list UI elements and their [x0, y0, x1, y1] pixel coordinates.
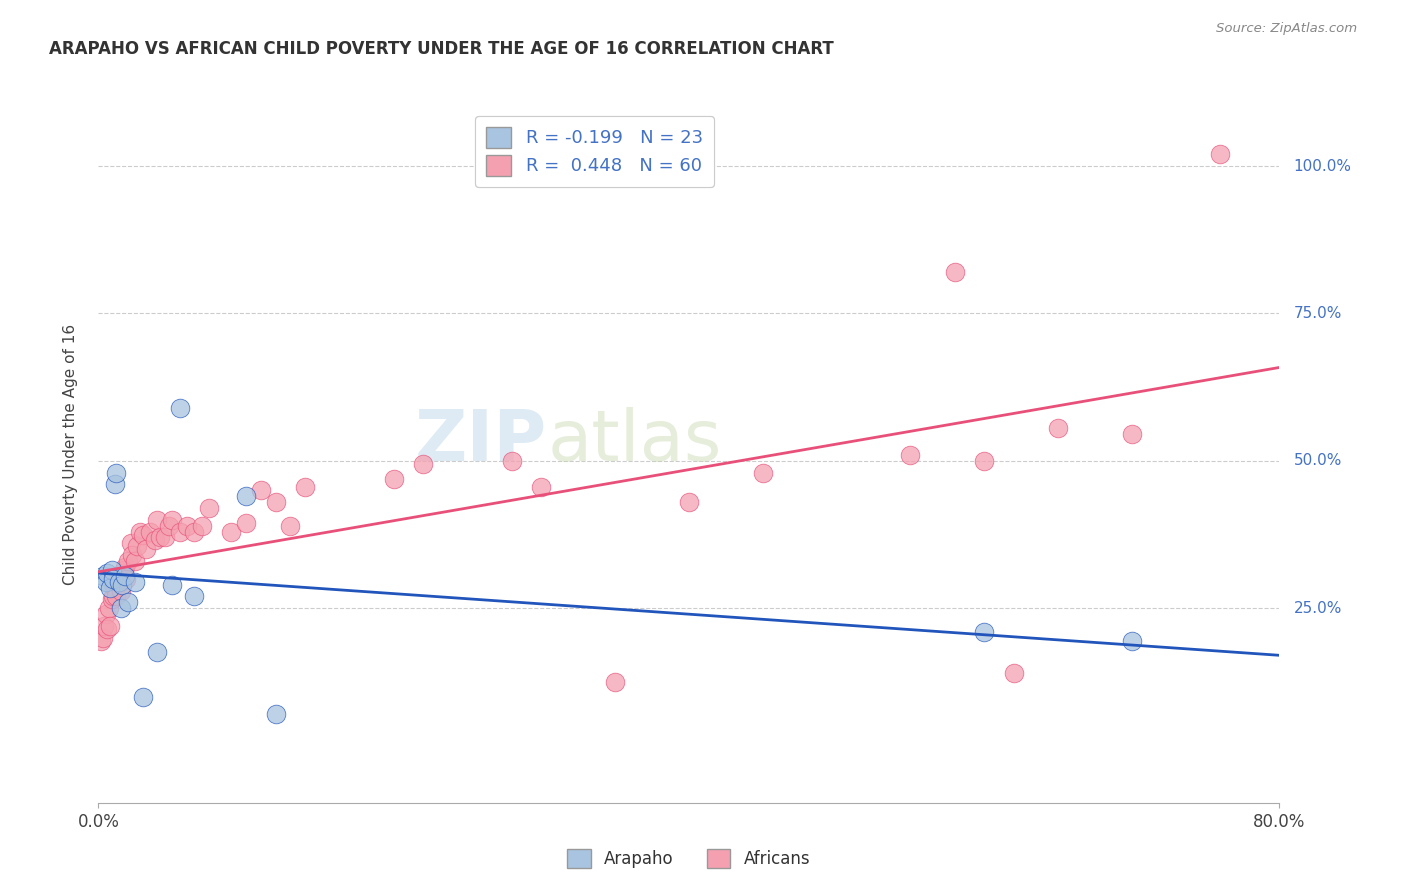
- Point: [98, 619, 121, 633]
- Text: Source: ZipAtlas.com: Source: ZipAtlas.com: [1216, 22, 1357, 36]
- Point: [100, 563, 122, 577]
- Point: [146, 513, 169, 527]
- Point: [93, 619, 115, 633]
- Point: [530, 480, 553, 494]
- Text: 50.0%: 50.0%: [1294, 453, 1341, 468]
- Point: [112, 563, 135, 577]
- Point: [1002, 666, 1025, 681]
- Point: [108, 569, 131, 583]
- Point: [97, 601, 120, 615]
- Legend: R = -0.199   N = 23, R =  0.448   N = 60: R = -0.199 N = 23, R = 0.448 N = 60: [475, 116, 714, 186]
- Point: [132, 527, 155, 541]
- Point: [176, 518, 198, 533]
- Point: [191, 518, 214, 533]
- Point: [900, 448, 922, 462]
- Point: [278, 518, 302, 533]
- Text: 100.0%: 100.0%: [1294, 159, 1351, 174]
- Point: [153, 531, 176, 545]
- Point: [250, 483, 273, 498]
- Point: [219, 524, 242, 539]
- Point: [943, 265, 966, 279]
- Point: [235, 516, 257, 530]
- Point: [294, 480, 316, 494]
- Point: [169, 401, 191, 415]
- Text: ARAPAHO VS AFRICAN CHILD POVERTY UNDER THE AGE OF 16 CORRELATION CHART: ARAPAHO VS AFRICAN CHILD POVERTY UNDER T…: [49, 40, 834, 58]
- Point: [235, 489, 257, 503]
- Text: atlas: atlas: [547, 407, 721, 475]
- Y-axis label: Child Poverty Under the Age of 16: Child Poverty Under the Age of 16: [63, 325, 77, 585]
- Point: [90, 633, 112, 648]
- Point: [382, 471, 405, 485]
- Text: ZIP: ZIP: [415, 407, 547, 475]
- Point: [108, 574, 131, 589]
- Point: [678, 495, 700, 509]
- Point: [120, 536, 142, 550]
- Point: [135, 542, 157, 557]
- Legend: Arapaho, Africans: Arapaho, Africans: [561, 842, 817, 875]
- Point: [110, 574, 132, 589]
- Point: [169, 524, 191, 539]
- Point: [94, 574, 117, 589]
- Point: [110, 583, 132, 598]
- Point: [96, 566, 118, 580]
- Point: [117, 554, 139, 568]
- Point: [1121, 633, 1143, 648]
- Point: [973, 454, 995, 468]
- Point: [264, 707, 287, 722]
- Point: [110, 601, 132, 615]
- Point: [117, 595, 139, 609]
- Point: [149, 531, 172, 545]
- Point: [183, 590, 205, 604]
- Point: [146, 645, 169, 659]
- Point: [973, 624, 995, 639]
- Point: [125, 539, 148, 553]
- Point: [103, 572, 125, 586]
- Point: [121, 548, 143, 562]
- Point: [1046, 421, 1069, 435]
- Point: [111, 577, 134, 591]
- Point: [124, 554, 146, 568]
- Point: [143, 533, 166, 548]
- Point: [751, 466, 773, 480]
- Point: [605, 674, 627, 689]
- Point: [91, 631, 114, 645]
- Point: [1209, 147, 1232, 161]
- Point: [198, 500, 221, 515]
- Point: [132, 690, 155, 704]
- Point: [107, 574, 129, 589]
- Text: 75.0%: 75.0%: [1294, 306, 1341, 321]
- Point: [104, 581, 127, 595]
- Point: [114, 560, 136, 574]
- Point: [105, 590, 128, 604]
- Text: 25.0%: 25.0%: [1294, 600, 1341, 615]
- Point: [162, 513, 183, 527]
- Point: [98, 581, 121, 595]
- Point: [103, 577, 125, 591]
- Point: [128, 524, 150, 539]
- Point: [157, 518, 180, 533]
- Point: [124, 574, 146, 589]
- Point: [115, 572, 138, 586]
- Point: [104, 477, 127, 491]
- Point: [264, 495, 287, 509]
- Point: [139, 524, 162, 539]
- Point: [91, 569, 114, 583]
- Point: [96, 622, 118, 636]
- Point: [103, 590, 125, 604]
- Point: [105, 466, 128, 480]
- Point: [114, 569, 136, 583]
- Point: [111, 566, 134, 580]
- Point: [183, 524, 205, 539]
- Point: [162, 577, 183, 591]
- Point: [94, 607, 117, 621]
- Point: [100, 592, 122, 607]
- Point: [412, 457, 434, 471]
- Point: [1121, 427, 1143, 442]
- Point: [501, 454, 523, 468]
